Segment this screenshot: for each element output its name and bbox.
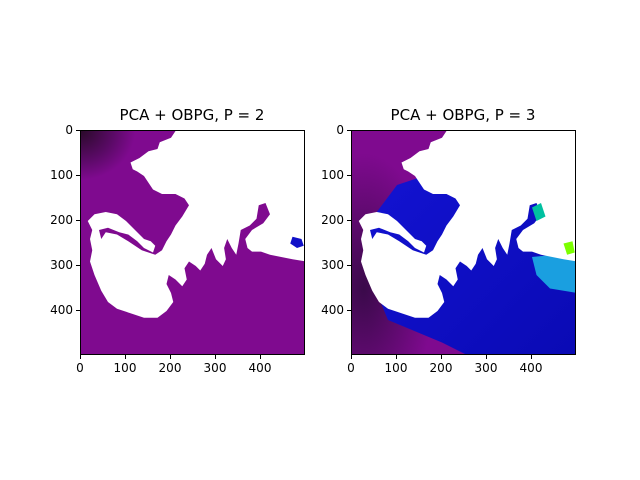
panel-1-x-tick-label: 100 — [113, 361, 137, 375]
panel-1-x-tick-label: 400 — [248, 361, 272, 375]
panel-1-x-tick-mark — [259, 355, 261, 359]
panel-1-y-tick-mark — [76, 219, 80, 221]
panel-1-y-tick-mark — [76, 174, 80, 176]
panel-2-y-tick-mark — [347, 309, 351, 311]
panel-1-x-tick-mark — [214, 355, 216, 359]
panel-2-x-tick-label: 400 — [519, 361, 543, 375]
panel-2-y-tick-label: 100 — [321, 168, 344, 182]
panel-1-y-tick-label: 300 — [50, 258, 73, 272]
panel-2-y-tick-mark — [347, 219, 351, 221]
panel-2-purple-region — [352, 131, 465, 354]
panel-1-y-tick-label: 100 — [50, 168, 73, 182]
panel-1-x-tick-label: 0 — [76, 361, 84, 375]
panel-2-x-tick-label: 200 — [429, 361, 453, 375]
panel-1-y-tick-mark — [76, 129, 80, 131]
panel-1-y-tick-label: 0 — [65, 123, 73, 137]
panel-2-x-tick-label: 300 — [474, 361, 498, 375]
panel-2-x-tick-label: 0 — [347, 361, 355, 375]
panel-1-land — [87, 131, 304, 318]
panel-2-y-tick-label: 400 — [321, 303, 344, 317]
panel-1-x-tick-mark — [124, 355, 126, 359]
panel-1-x-tick-label: 200 — [158, 361, 182, 375]
panel-1-heatmap — [80, 130, 305, 355]
panel-1-x-tick-label: 300 — [203, 361, 227, 375]
panel-2-land — [358, 131, 575, 318]
panel-2-title: PCA + OBPG, P = 3 — [390, 106, 536, 124]
panel-2-y-tick-label: 0 — [336, 123, 344, 137]
panel-1-title: PCA + OBPG, P = 2 — [119, 106, 265, 124]
panel-2-x-tick-label: 100 — [384, 361, 408, 375]
panel-2-y-tick-mark — [347, 264, 351, 266]
panel-1-y-tick-mark — [76, 309, 80, 311]
panel-2-x-tick-mark — [485, 355, 487, 359]
panel-2-image — [352, 131, 575, 354]
panel-1-x-tick-mark — [169, 355, 171, 359]
panel-1-y-tick-mark — [76, 264, 80, 266]
panel-2-teal-patch — [532, 203, 546, 221]
panel-2-y-tick-mark — [347, 174, 351, 176]
panel-2-y-tick-label: 200 — [321, 213, 344, 227]
panel-2-y-tick-label: 300 — [321, 258, 344, 272]
panel-1-image — [81, 131, 304, 354]
panel-2-y-tick-mark — [347, 129, 351, 131]
panel-2-heatmap — [351, 130, 576, 355]
panel-2-x-tick-mark — [350, 355, 352, 359]
panel-2-cyan-region — [532, 252, 575, 293]
panel-2-x-tick-mark — [440, 355, 442, 359]
panel-2-green-patch — [563, 241, 575, 255]
panel-1-x-tick-mark — [79, 355, 81, 359]
panel-1-blue-patch — [290, 236, 304, 248]
panel-1-y-tick-label: 400 — [50, 303, 73, 317]
panel-2-x-tick-mark — [530, 355, 532, 359]
panel-2-x-tick-mark — [395, 355, 397, 359]
panel-1-y-tick-label: 200 — [50, 213, 73, 227]
